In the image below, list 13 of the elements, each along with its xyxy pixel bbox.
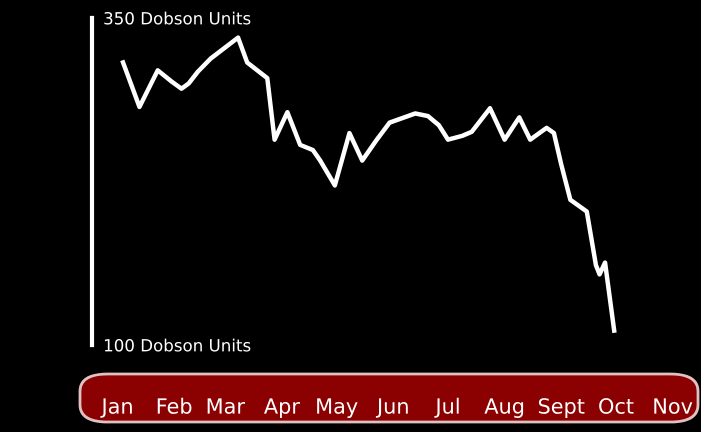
x-tick-label: Oct: [599, 398, 634, 414]
x-tick-label: Apr: [264, 398, 300, 418]
x-tick-label: Feb: [158, 398, 192, 414]
x-tick-label: Mar: [208, 398, 245, 414]
x-tick-label: May: [317, 398, 358, 418]
x-tick-label: Aug: [484, 398, 524, 418]
y-tick-label: 100 Dobson Units: [104, 338, 250, 352]
x-tick-label: Sept: [538, 398, 584, 418]
x-tick-label: Jun: [376, 398, 408, 418]
y-tick-label: 350 Dobson Units: [104, 12, 250, 25]
x-tick-label: Jan: [100, 398, 132, 418]
x-tick-label: Nov: [654, 398, 692, 414]
x-tick-label: Jul: [434, 398, 459, 418]
